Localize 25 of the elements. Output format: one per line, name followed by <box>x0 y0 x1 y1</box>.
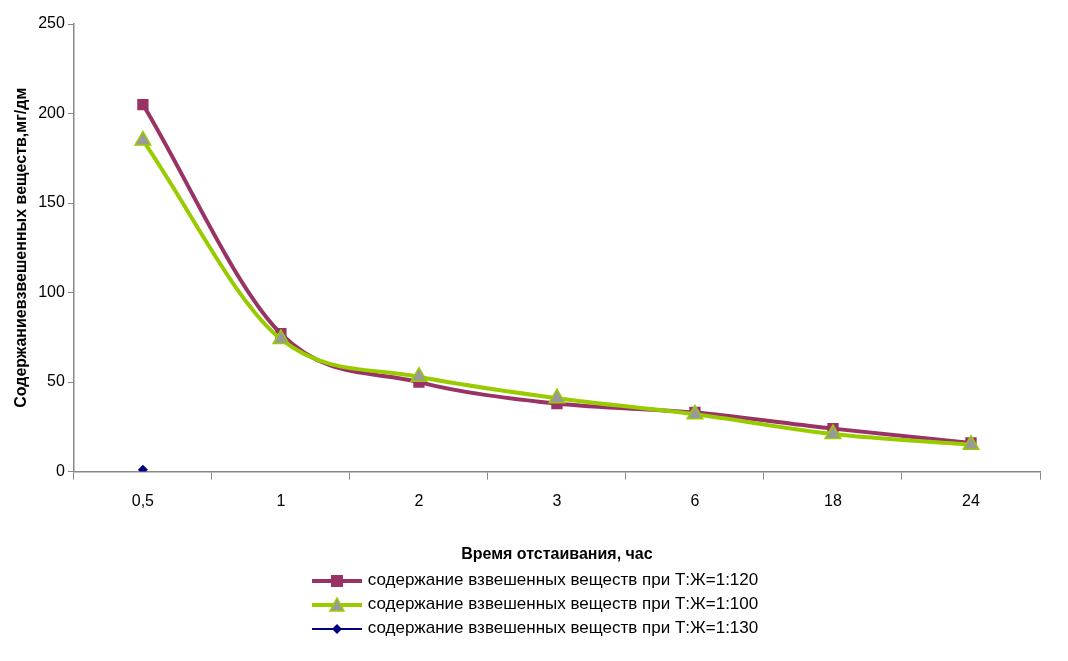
x-tick-label: 2 <box>414 491 424 509</box>
x-tick-label: 3 <box>552 491 562 509</box>
legend-label: содержание взвешенных веществ при Т:Ж=1:130 <box>367 618 759 637</box>
y-tick-label: 50 <box>47 372 65 390</box>
x-tick-label: 6 <box>690 491 700 509</box>
x-tick-label: 0,5 <box>131 491 155 509</box>
point <box>137 98 149 111</box>
point <box>272 329 290 345</box>
x-tick-label: 24 <box>962 491 980 509</box>
y-tick-label: 250 <box>38 14 65 32</box>
legend-label: содержание взвешенных веществ при Т:Ж=1:100 <box>367 594 759 613</box>
y-axis-title: Содержаниевзвешенных веществ,мг/дм <box>12 87 30 408</box>
legend-label: содержание взвешенных веществ при Т:Ж=1:120 <box>367 570 759 589</box>
point <box>410 366 428 382</box>
y-tick-label: 150 <box>38 193 65 211</box>
y-tick-label: 100 <box>38 282 65 300</box>
point <box>548 388 566 404</box>
x-tick-label: 1 <box>276 491 286 509</box>
point <box>824 424 842 440</box>
x-axis-title: Время отстаивания, час <box>461 544 653 562</box>
y-tick-label: 200 <box>38 103 65 121</box>
x-tick-label: 18 <box>824 491 842 509</box>
point <box>134 130 152 146</box>
y-tick-label: 0 <box>55 462 65 480</box>
point <box>137 464 148 472</box>
